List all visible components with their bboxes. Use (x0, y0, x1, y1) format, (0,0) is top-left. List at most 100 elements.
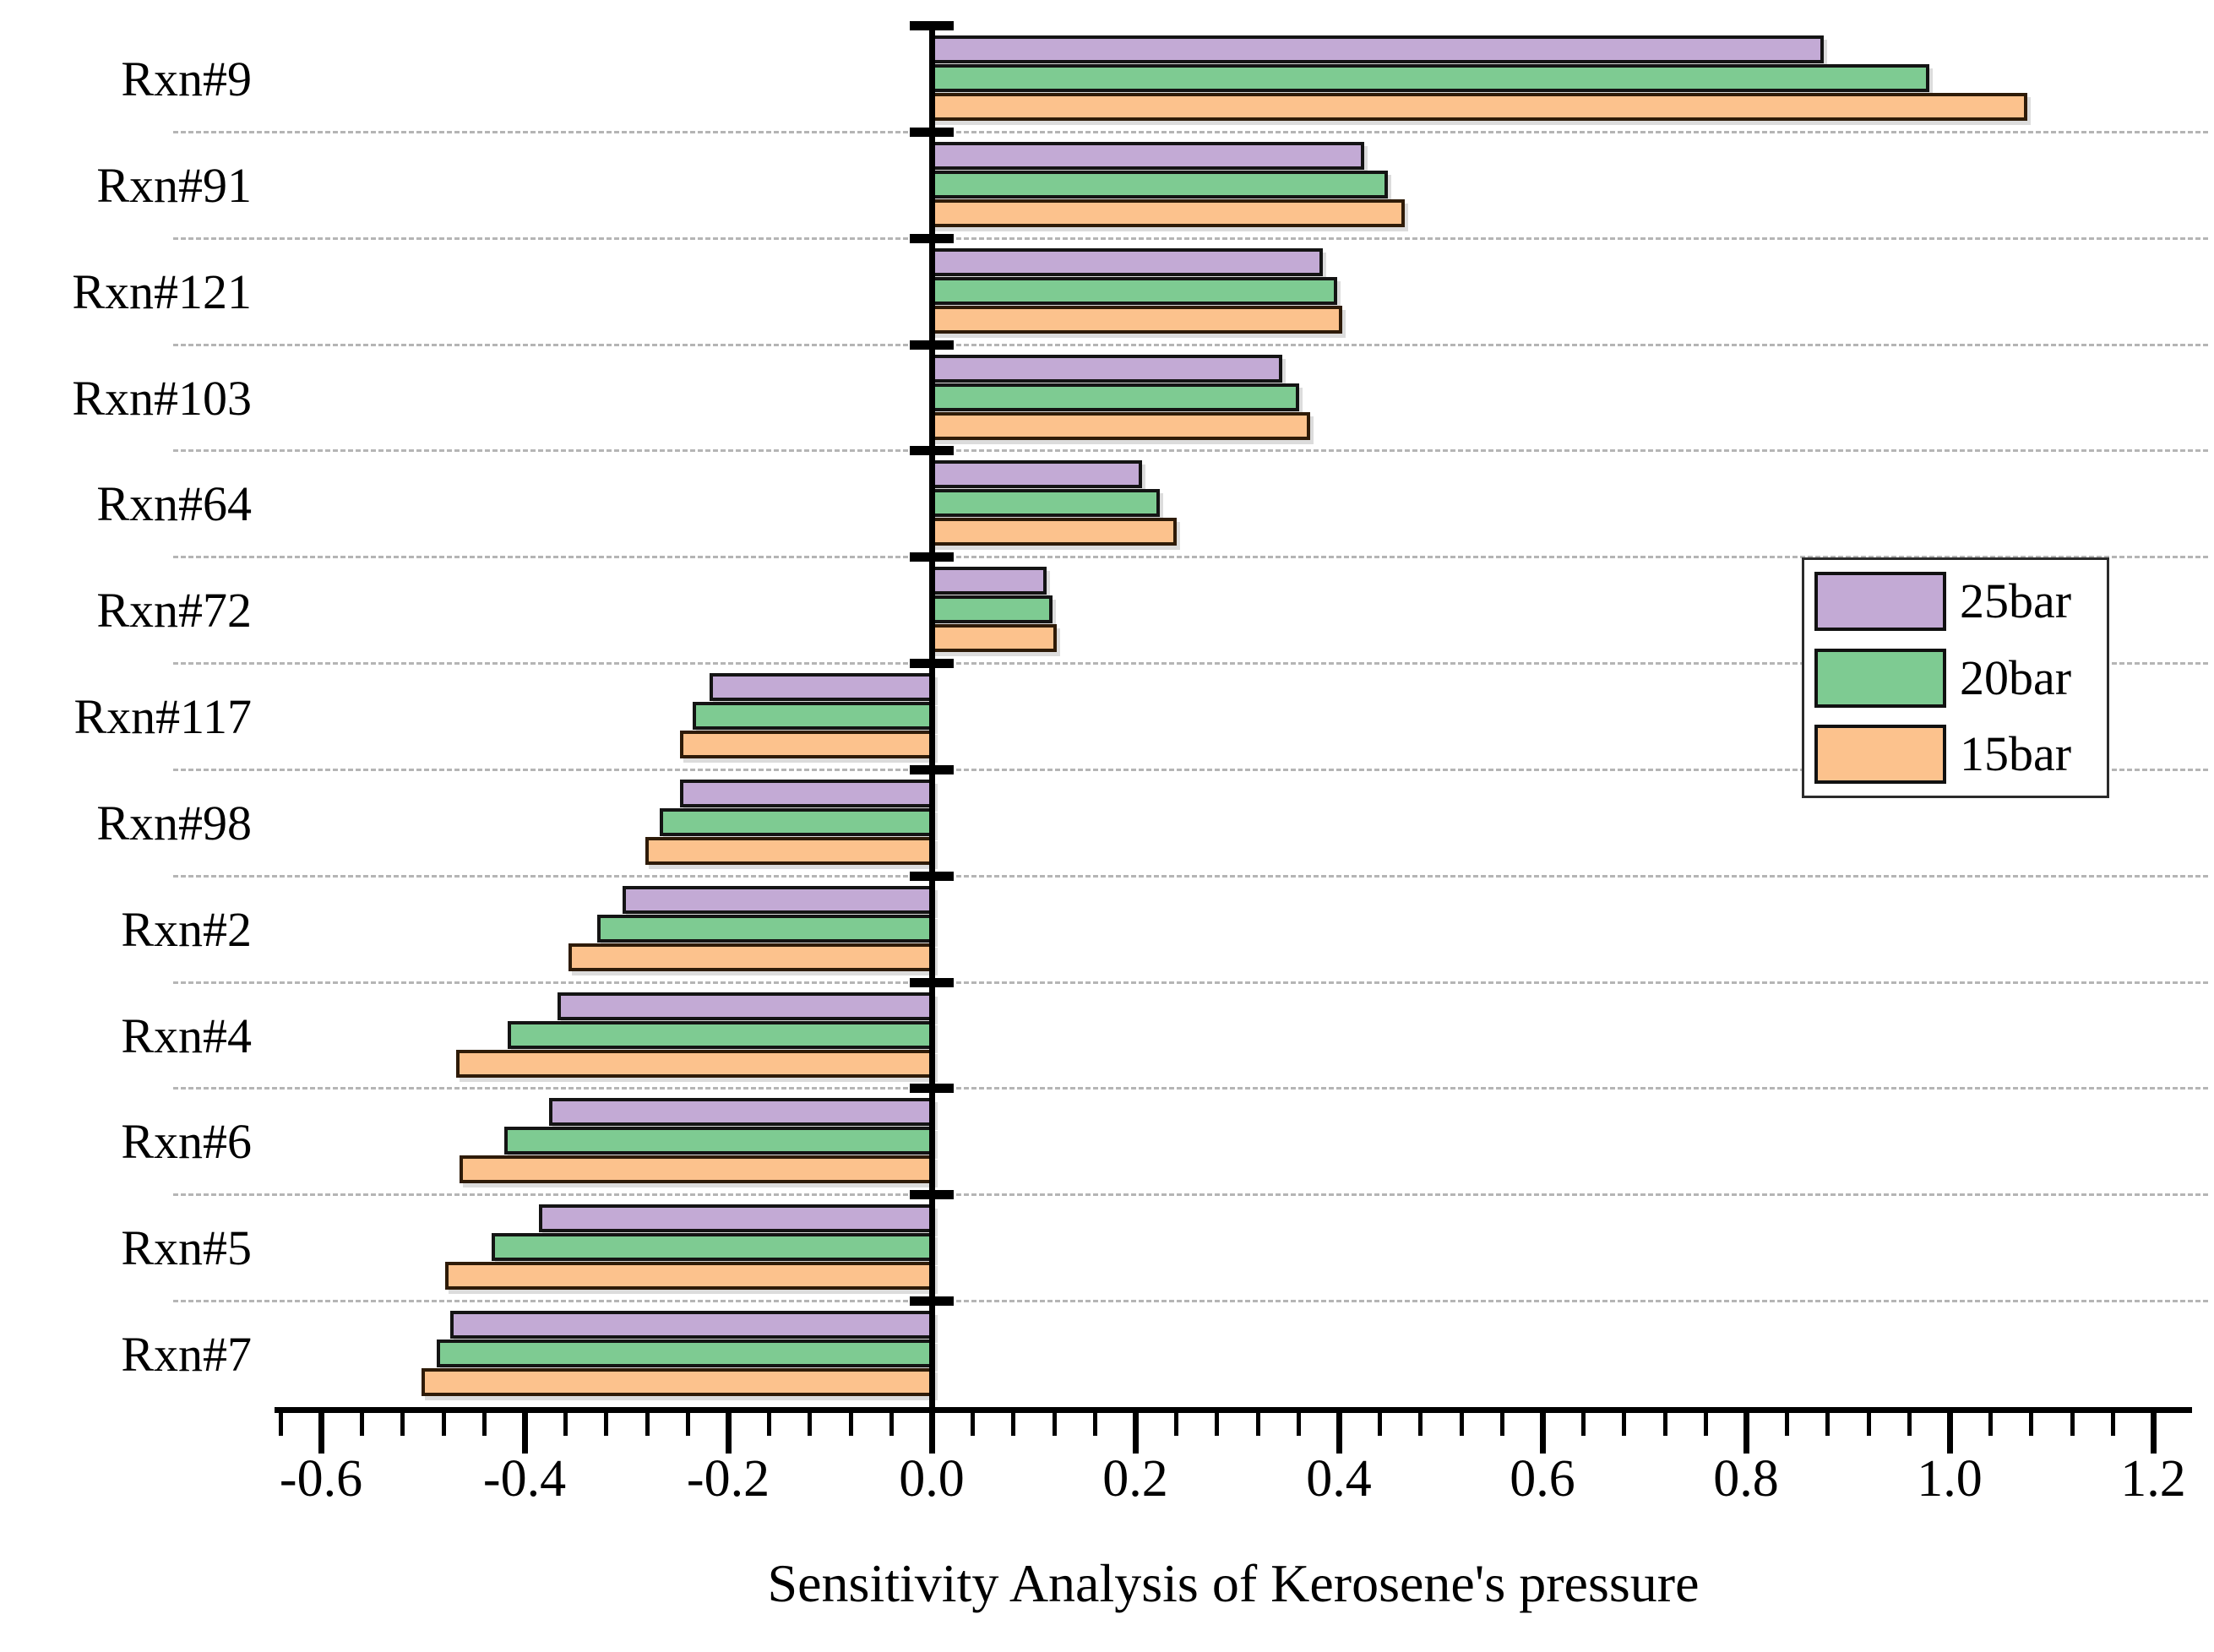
x-axis-minor-tick (1622, 1413, 1626, 1436)
x-axis-tick-label: -0.6 (279, 1450, 363, 1508)
zero-axis-tick (910, 128, 954, 137)
x-axis-minor-tick (1867, 1413, 1871, 1436)
legend-swatch-20bar (1814, 648, 1946, 708)
bar-25bar-Rxn#5 (539, 1204, 934, 1232)
x-axis-minor-tick (1663, 1413, 1667, 1436)
gridline (173, 237, 2208, 240)
x-axis-tick-label: 0.4 (1306, 1450, 1372, 1508)
zero-axis-tick (910, 340, 954, 350)
category-label-rxn5: Rxn#5 (121, 1220, 252, 1275)
x-axis-major-tick (726, 1413, 732, 1454)
x-axis-minor-tick (1418, 1413, 1423, 1436)
bar-25bar-Rxn#7 (450, 1311, 934, 1339)
category-label-rxn7: Rxn#7 (121, 1326, 252, 1382)
bar-25bar-Rxn#6 (549, 1098, 934, 1126)
x-axis-major-tick (1743, 1413, 1749, 1454)
x-axis-major-tick (1540, 1413, 1546, 1454)
legend-label-15bar: 15bar (1960, 726, 2072, 781)
category-label-rxn4: Rxn#4 (121, 1008, 252, 1063)
bar-20bar-Rxn#64 (929, 489, 1160, 517)
bar-20bar-Rxn#103 (929, 383, 1299, 411)
x-axis-major-tick (1133, 1413, 1139, 1454)
zero-axis-tick (910, 765, 954, 774)
bar-25bar-Rxn#4 (558, 992, 934, 1020)
x-axis-minor-tick (808, 1413, 812, 1436)
x-axis-minor-tick (1378, 1413, 1382, 1436)
legend-item-20bar: 20bar (1814, 645, 2097, 711)
gridline (173, 344, 2208, 346)
x-axis-minor-tick (2111, 1413, 2115, 1436)
x-axis-minor-tick (563, 1413, 568, 1436)
legend-item-25bar: 25bar (1814, 568, 2097, 634)
zero-axis-tick (910, 659, 954, 668)
x-axis-minor-tick (1825, 1413, 1830, 1436)
category-label-rxn98: Rxn#98 (96, 795, 252, 850)
bar-15bar-Rxn#7 (422, 1368, 934, 1396)
bar-15bar-Rxn#121 (929, 306, 1342, 334)
bar-20bar-Rxn#4 (508, 1021, 934, 1049)
x-axis-minor-tick (1907, 1413, 1912, 1436)
bar-25bar-Rxn#117 (710, 673, 934, 701)
x-axis-minor-tick (1215, 1413, 1219, 1436)
bar-20bar-Rxn#72 (929, 595, 1053, 623)
x-axis-major-tick (929, 1413, 935, 1454)
gridline (173, 449, 2208, 452)
x-axis-minor-tick (1093, 1413, 1097, 1436)
x-axis-tick-label: -0.4 (482, 1450, 567, 1508)
bar-15bar-Rxn#6 (460, 1155, 934, 1183)
x-axis-minor-tick (686, 1413, 690, 1436)
x-axis-tick-label: 0.8 (1713, 1450, 1779, 1508)
bar-15bar-Rxn#64 (929, 518, 1177, 546)
zero-axis-tick (910, 872, 954, 881)
bar-15bar-Rxn#4 (456, 1050, 934, 1078)
legend: 25bar 20bar 15bar (1802, 557, 2109, 798)
zero-axis-tick (910, 552, 954, 562)
category-label-rxn6: Rxn#6 (121, 1113, 252, 1169)
bar-20bar-Rxn#98 (660, 808, 934, 836)
zero-axis-tick (910, 446, 954, 455)
bar-20bar-Rxn#91 (929, 171, 1388, 198)
category-label-rxn72: Rxn#72 (96, 582, 252, 638)
gridline (173, 131, 2208, 133)
x-axis-minor-tick (1785, 1413, 1789, 1436)
bar-15bar-Rxn#91 (929, 199, 1405, 227)
gridline (173, 556, 2208, 558)
bar-20bar-Rxn#9 (929, 64, 1929, 92)
bar-15bar-Rxn#2 (568, 943, 934, 971)
x-axis-major-tick (1947, 1413, 1953, 1454)
bar-25bar-Rxn#121 (929, 248, 1323, 276)
bar-15bar-Rxn#103 (929, 412, 1310, 440)
zero-axis-tick (910, 234, 954, 243)
zero-axis-tick (910, 21, 954, 30)
bar-20bar-Rxn#121 (929, 277, 1337, 305)
x-axis-minor-tick (1704, 1413, 1708, 1436)
bar-20bar-Rxn#7 (437, 1340, 934, 1367)
bar-20bar-Rxn#5 (492, 1233, 934, 1261)
x-axis-tick-label: 1.2 (2120, 1450, 2186, 1508)
bar-25bar-Rxn#103 (929, 355, 1282, 383)
x-axis-tick-label: 0.2 (1102, 1450, 1168, 1508)
gridline (173, 875, 2208, 878)
x-axis-major-tick (2151, 1413, 2157, 1454)
bar-20bar-Rxn#2 (597, 915, 934, 943)
zero-axis-tick (910, 1296, 954, 1306)
x-axis-tick-label: 0.6 (1510, 1450, 1575, 1508)
legend-label-20bar: 20bar (1960, 649, 2072, 705)
bar-15bar-Rxn#72 (929, 624, 1057, 652)
gridline (173, 1193, 2208, 1196)
bar-25bar-Rxn#91 (929, 142, 1364, 170)
legend-item-15bar: 15bar (1814, 721, 2097, 787)
x-axis-minor-tick (604, 1413, 608, 1436)
x-axis-minor-tick (2029, 1413, 2033, 1436)
category-label-rxn91: Rxn#91 (96, 157, 252, 213)
bar-20bar-Rxn#117 (693, 702, 934, 730)
x-axis-major-tick (318, 1413, 324, 1454)
x-axis-minor-tick (849, 1413, 853, 1436)
x-axis-minor-tick (889, 1413, 894, 1436)
gridline (173, 1087, 2208, 1090)
x-axis-minor-tick (1174, 1413, 1178, 1436)
zero-axis-tick (910, 1190, 954, 1199)
bar-25bar-Rxn#98 (680, 780, 934, 807)
category-label-rxn9: Rxn#9 (121, 51, 252, 106)
